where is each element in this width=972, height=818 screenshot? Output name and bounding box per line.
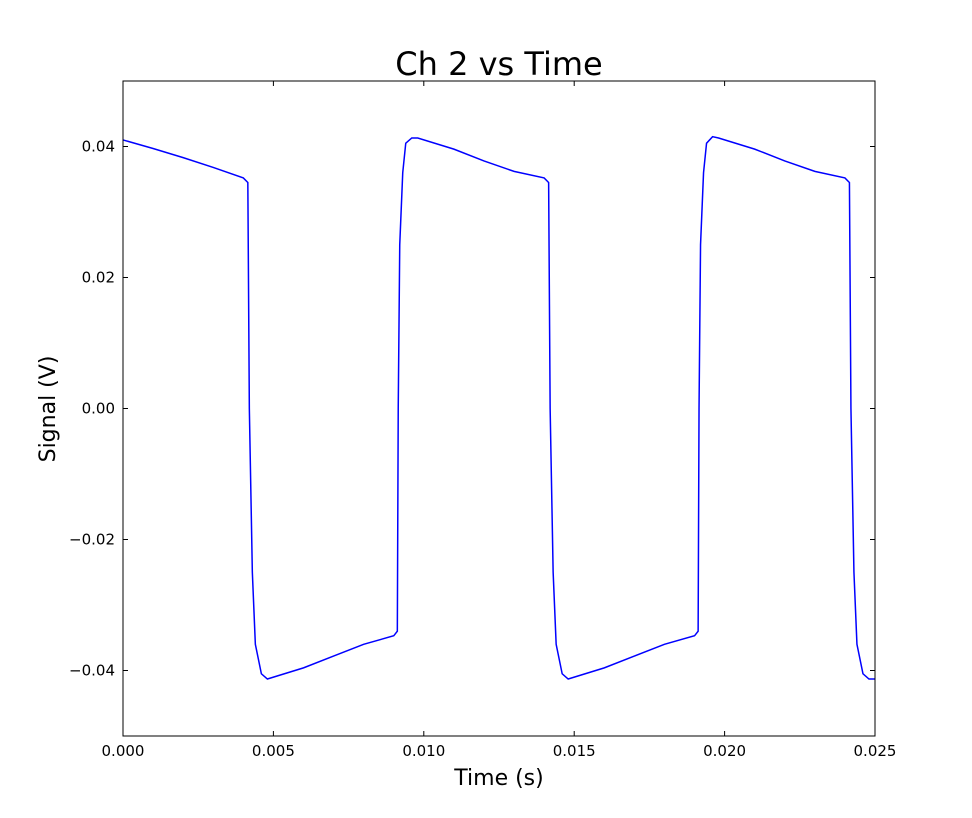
y-tick-label: 0.00 bbox=[82, 400, 115, 418]
y-tick-label: 0.04 bbox=[82, 138, 115, 156]
x-tick-label: 0.000 bbox=[102, 742, 145, 760]
chart-title: Ch 2 vs Time bbox=[395, 45, 602, 83]
x-tick-label: 0.005 bbox=[252, 742, 295, 760]
y-tick-label: −0.04 bbox=[69, 662, 115, 680]
y-axis-label: Signal (V) bbox=[36, 356, 61, 463]
plot-area: 0.000 0.005 0.010 0.015 0.020 0.025 0.04 0.02 0.… bbox=[69, 80, 897, 760]
x-tick-label: 0.025 bbox=[854, 742, 897, 760]
y-tick-label: −0.02 bbox=[69, 531, 115, 549]
x-tick-label: 0.015 bbox=[553, 742, 596, 760]
plot-frame bbox=[122, 80, 876, 737]
x-tick-label: 0.010 bbox=[402, 742, 445, 760]
x-axis-label: Time (s) bbox=[453, 766, 543, 791]
x-tick-label: 0.020 bbox=[703, 742, 746, 760]
series-line-1 bbox=[122, 135, 875, 680]
y-tick-label: 0.02 bbox=[82, 269, 115, 287]
